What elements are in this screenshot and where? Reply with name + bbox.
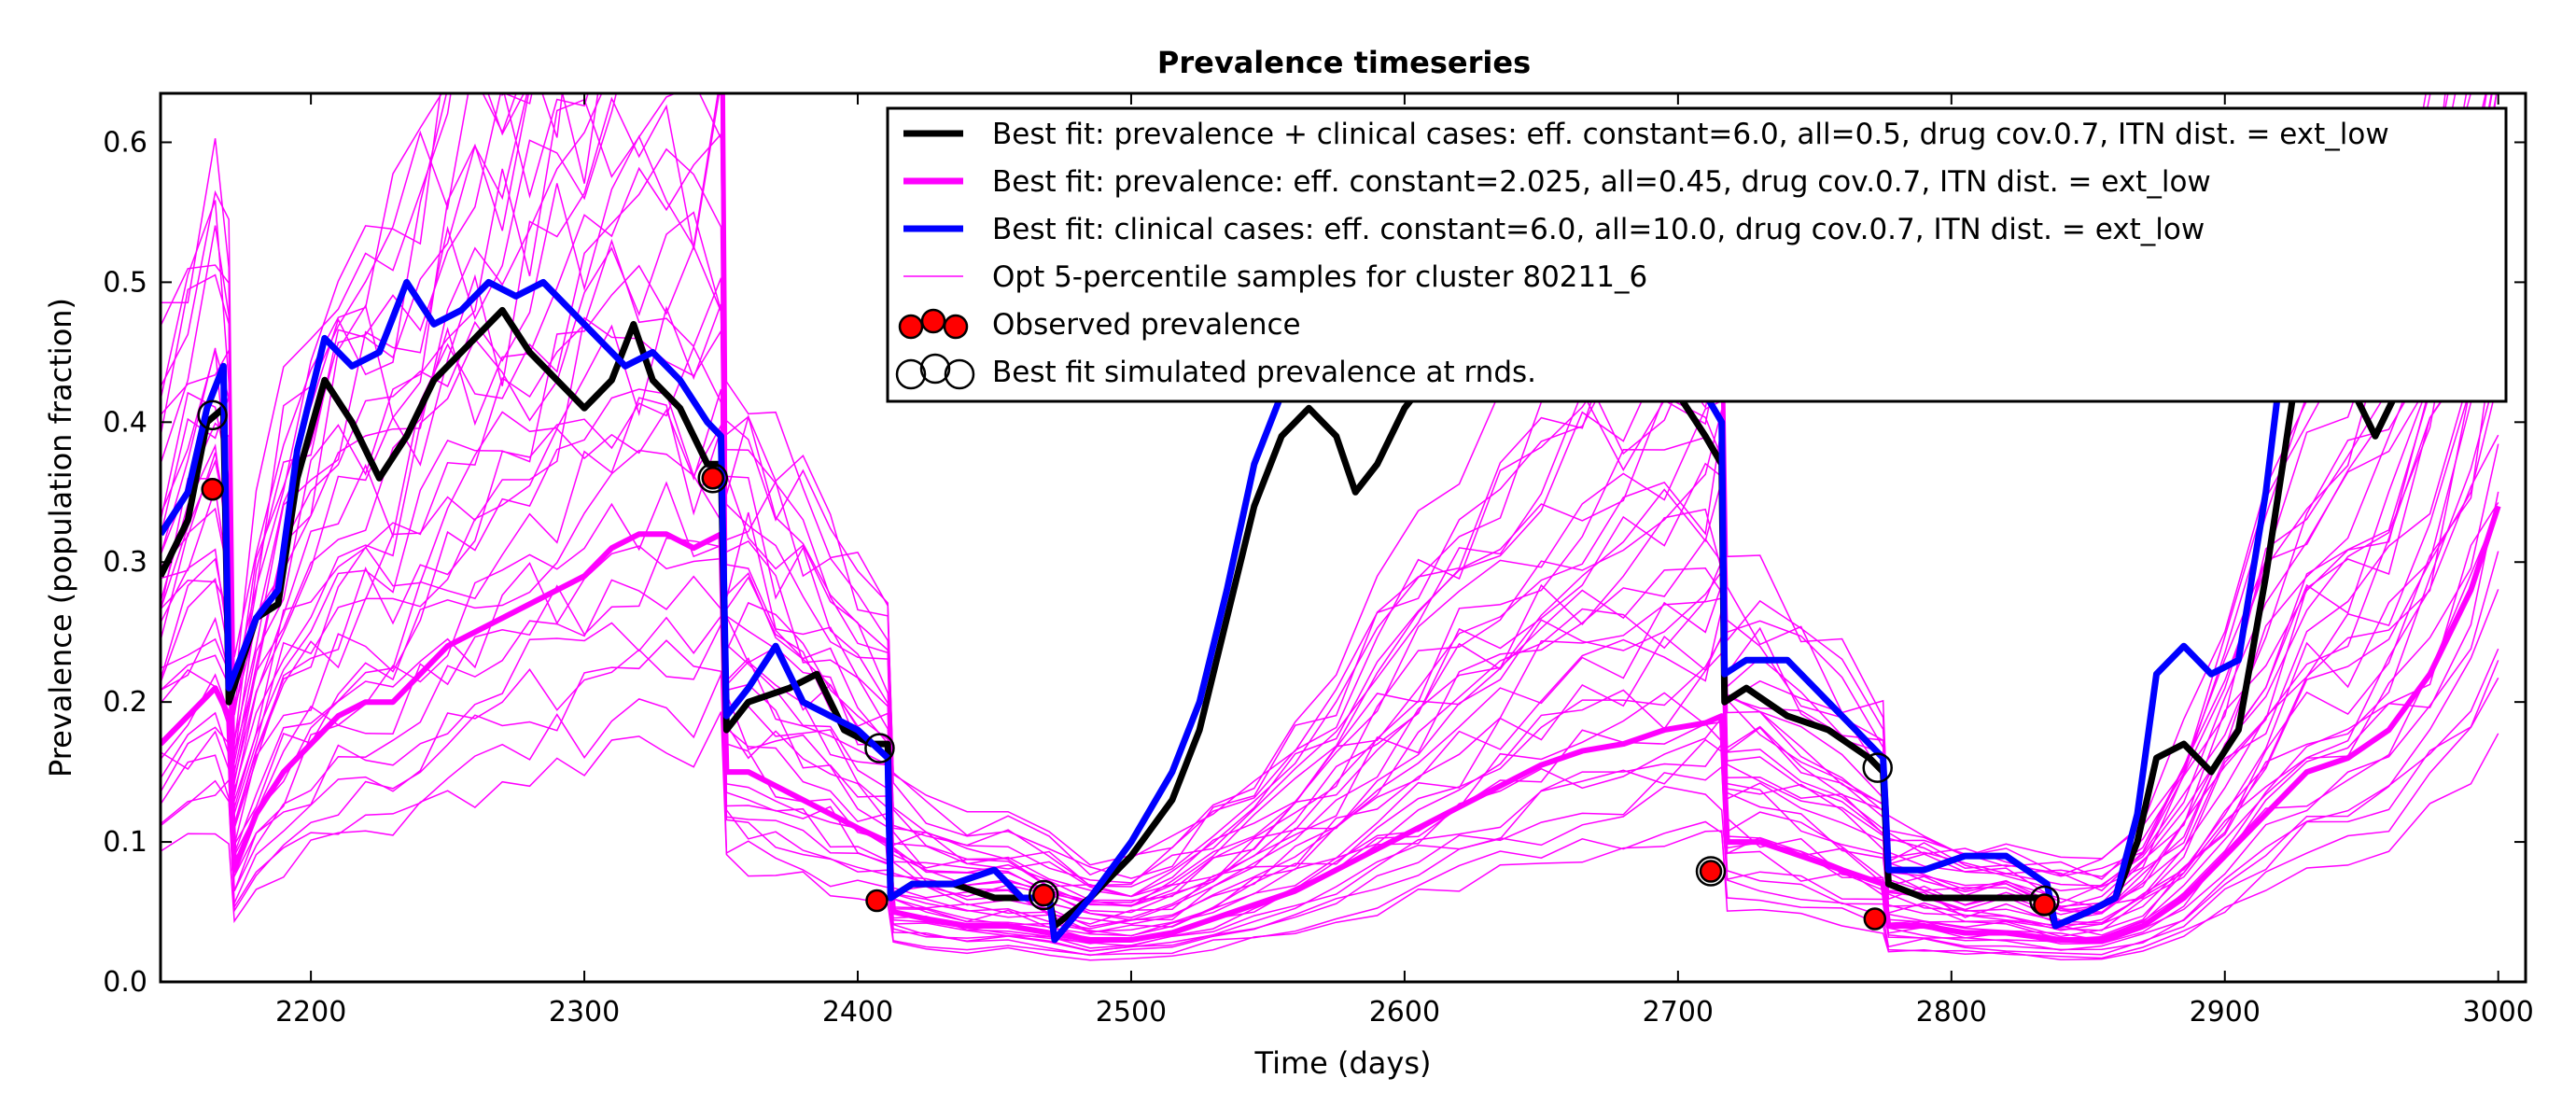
- sample-line: [161, 93, 2468, 898]
- x-tick-label: 2700: [1643, 996, 1714, 1029]
- sample-line: [161, 93, 2431, 880]
- sample-line: [161, 145, 2499, 918]
- observed-prevalence-point: [701, 467, 725, 490]
- y-tick-label: 0.3: [103, 546, 147, 579]
- sample-line: [161, 711, 2499, 961]
- sample-line: [161, 93, 2499, 909]
- legend-label: Best fit simulated prevalence at rnds.: [992, 356, 1536, 389]
- sample-line: [161, 93, 2493, 909]
- axis-ticks: 2200 2300 2400 2500 2600 2700 2800 2900 3000 0.0 0…: [103, 93, 2534, 1029]
- legend-item: Best fit: prevalence: eff. constant=2.02…: [903, 165, 2211, 199]
- legend-label: Opt 5-percentile samples for cluster 802…: [992, 260, 1647, 294]
- simulated-prevalence-point: [1695, 856, 1727, 887]
- sample-line: [161, 303, 2499, 929]
- x-tick-label: 3000: [2463, 996, 2534, 1029]
- observed-prevalence-point: [1699, 860, 1723, 883]
- x-tick-label: 2900: [2190, 996, 2261, 1029]
- legend-swatch: [898, 314, 924, 340]
- sample-line: [161, 93, 2449, 892]
- x-tick-label: 2300: [549, 996, 620, 1029]
- y-tick-label: 0.5: [103, 266, 147, 299]
- simulated-prevalence-point: [1028, 879, 1059, 911]
- legend-swatch: [920, 308, 946, 334]
- legend-label: Observed prevalence: [992, 308, 1301, 342]
- legend-label: Best fit: prevalence: eff. constant=2.02…: [992, 165, 2211, 199]
- simulated-prevalence-point: [1862, 752, 1893, 783]
- best-fit-clinical-line: [161, 278, 2296, 944]
- legend-swatch: [944, 358, 975, 390]
- sample-line: [161, 639, 2499, 957]
- observed-prevalence-point: [1031, 883, 1056, 907]
- observed-prevalence-point: [1863, 907, 1887, 931]
- legend-item: Best fit: prevalence + clinical cases: e…: [903, 118, 2389, 151]
- sample-line: [161, 93, 2457, 888]
- x-tick-label: 2500: [1096, 996, 1167, 1029]
- x-tick-label: 2400: [822, 996, 893, 1029]
- legend-item: Best fit simulated prevalence at rnds.: [895, 353, 1536, 390]
- sample-line: [161, 93, 2487, 907]
- legend-frame: [886, 106, 2508, 403]
- best-fit-lines: [161, 278, 2501, 944]
- prevalence-markers: [197, 399, 2060, 931]
- x-tick-label: 2800: [1916, 996, 1987, 1029]
- sample-line: [161, 93, 2472, 887]
- sample-line: [161, 245, 2499, 925]
- simulated-prevalence-point: [697, 463, 729, 494]
- x-tick-label: 2200: [275, 996, 346, 1029]
- y-tick-label: 0.6: [103, 126, 147, 159]
- sample-line: [161, 674, 2499, 959]
- plot-frame: [159, 91, 2527, 984]
- sample-line: [161, 366, 2499, 936]
- simulated-prevalence-point: [197, 399, 228, 431]
- legend-swatch: [895, 358, 927, 390]
- observed-prevalence-point: [865, 889, 889, 913]
- legend-swatch: [919, 353, 951, 385]
- legend: Best fit: prevalence + clinical cases: e…: [886, 106, 2508, 403]
- sample-lines: [161, 93, 2499, 961]
- y-tick-label: 0.1: [103, 826, 147, 859]
- x-axis-label: Time (days): [1254, 1045, 1432, 1081]
- y-tick-label: 0.0: [103, 966, 147, 999]
- y-tick-label: 0.4: [103, 406, 147, 439]
- legend-label: Best fit: clinical cases: eff. constant=…: [992, 213, 2205, 246]
- simulated-prevalence-point: [864, 733, 895, 763]
- y-tick-label: 0.2: [103, 686, 147, 719]
- legend-swatch: [943, 314, 969, 340]
- simulated-prevalence-point: [2029, 885, 2060, 917]
- y-axis-label: Prevalence (population fraction): [43, 298, 78, 777]
- chart-title: Prevalence timeseries: [1157, 45, 1531, 80]
- observed-prevalence-point: [201, 478, 224, 501]
- legend-item: Observed prevalence: [898, 308, 1301, 342]
- legend-label: Best fit: prevalence + clinical cases: e…: [992, 118, 2389, 151]
- x-tick-label: 2600: [1369, 996, 1440, 1029]
- sample-line: [161, 313, 2499, 926]
- legend-item: Best fit: clinical cases: eff. constant=…: [903, 213, 2205, 246]
- legend-item: Opt 5-percentile samples for cluster 802…: [903, 260, 1647, 294]
- best-fit-prevalence-line: [161, 505, 2501, 943]
